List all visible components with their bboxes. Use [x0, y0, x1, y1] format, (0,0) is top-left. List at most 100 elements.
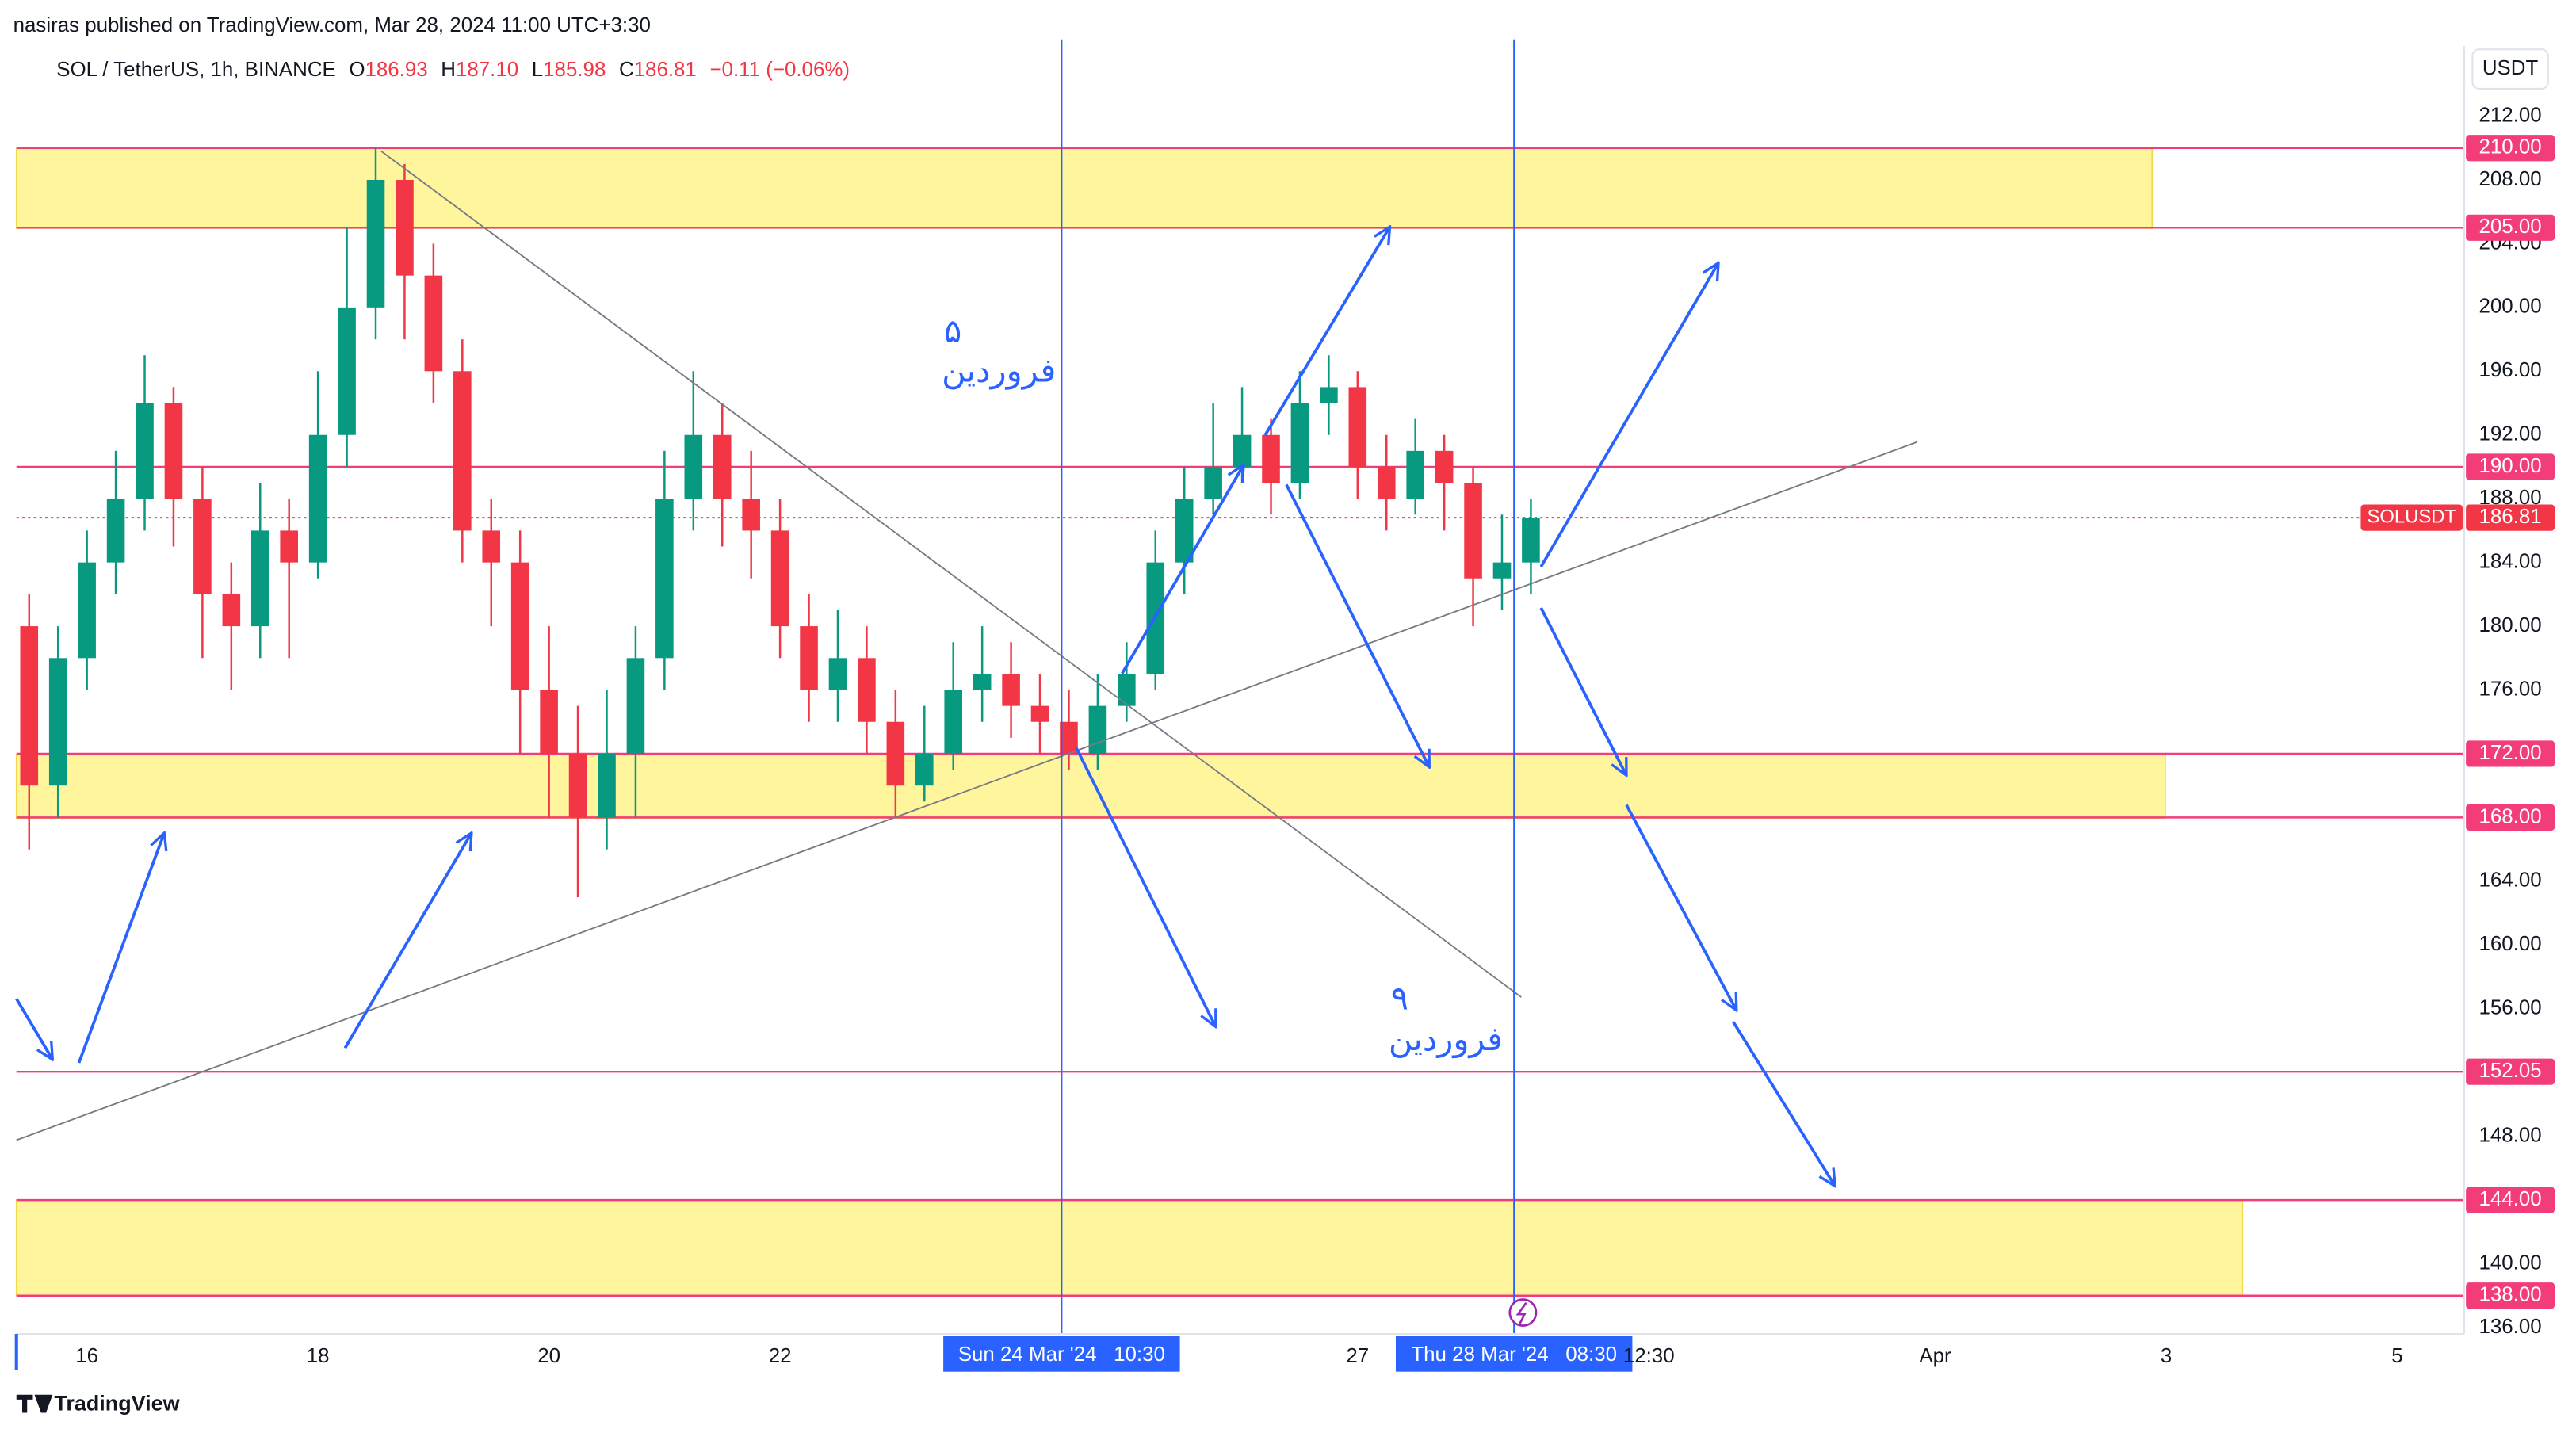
candle-body — [424, 275, 443, 372]
level-tag — [2466, 1282, 2555, 1309]
x-tick-label: 12:30 — [1623, 1345, 1675, 1367]
c-label: C — [619, 59, 634, 81]
legend: SOL / TetherUS, 1h, BINANCE O186.93 H187.1… — [28, 59, 866, 81]
level-label: 210.00 — [2479, 136, 2541, 159]
candle-body — [164, 403, 183, 499]
drawings — [16, 150, 1918, 1141]
change: −0.11 (−0.06%) — [709, 59, 850, 81]
candle-body — [510, 562, 529, 690]
currency: USDT — [2482, 57, 2539, 79]
high: 187.10 — [456, 59, 518, 81]
candle-body — [338, 307, 356, 435]
candle-body — [1377, 466, 1396, 499]
candle-body — [250, 530, 269, 627]
marker-label: Thu 28 Mar '24 08:30 — [1411, 1343, 1617, 1366]
candle-body — [1060, 721, 1078, 754]
y-tick-label: 208.00 — [2479, 168, 2541, 190]
x-tick-label: Apr — [1919, 1345, 1951, 1367]
y-tick-label: 184.00 — [2479, 550, 2541, 572]
candle-body — [136, 403, 154, 499]
candle-body — [193, 499, 212, 594]
candle-body — [1002, 674, 1020, 706]
candle-body — [828, 658, 847, 690]
level-tag — [2466, 1187, 2555, 1213]
candle-body — [742, 499, 760, 531]
x-tick-label: 27 — [1346, 1345, 1369, 1367]
zone — [15, 147, 2154, 229]
h-label: H — [441, 59, 456, 81]
candle-body — [626, 658, 645, 754]
zone — [15, 1199, 2244, 1297]
level-label: 205.00 — [2479, 216, 2541, 238]
marker-tag — [943, 1336, 1180, 1372]
brand: TradingView — [54, 1391, 179, 1415]
trend-line — [380, 150, 1522, 998]
x-tick-label: 22 — [769, 1345, 792, 1367]
level-tag — [2466, 804, 2555, 831]
arrow — [1625, 804, 1737, 1011]
level-label: 168.00 — [2479, 805, 2541, 827]
candle-body — [396, 179, 414, 276]
annotation: ۵ — [944, 312, 961, 350]
y-tick-label: 200.00 — [2479, 296, 2541, 318]
y-tick-label: 160.00 — [2479, 933, 2541, 955]
candle-body — [1118, 674, 1136, 706]
candle-body — [20, 626, 39, 786]
marker-label: Sun 24 Mar '24 10:30 — [958, 1343, 1165, 1366]
x-tick-label: 16 — [75, 1345, 98, 1367]
candle-body — [1522, 518, 1540, 563]
zone — [15, 753, 2166, 820]
open: 186.93 — [365, 59, 427, 81]
candle-body — [1348, 387, 1367, 467]
level-tag — [2466, 1058, 2555, 1085]
y-tick-label: 156.00 — [2479, 997, 2541, 1019]
candle-body — [1320, 387, 1338, 403]
o-label: O — [349, 59, 365, 81]
candle-body — [1435, 450, 1454, 483]
level-label: 144.00 — [2479, 1188, 2541, 1210]
candle-body — [222, 594, 241, 627]
arrow — [1074, 747, 1217, 1026]
x-tick-label: 5 — [2391, 1345, 2402, 1367]
candle-body — [1406, 450, 1424, 499]
candle-body — [366, 179, 385, 308]
level-tag — [2466, 214, 2555, 241]
candle-body — [1464, 483, 1482, 579]
candle-body — [713, 434, 732, 499]
arrow — [77, 833, 165, 1064]
candle-body — [1290, 403, 1309, 483]
candle-body — [1204, 466, 1222, 499]
candle-body — [78, 562, 96, 659]
l-label: L — [532, 59, 543, 81]
level-tag — [2466, 740, 2555, 767]
candle-body — [540, 690, 558, 754]
arrow — [1539, 607, 1626, 775]
annotation: ۹ — [1391, 979, 1408, 1017]
candle-body — [944, 690, 963, 754]
y-tick-label: 196.00 — [2479, 359, 2541, 381]
level-tag — [2466, 453, 2555, 480]
level-label: 138.00 — [2479, 1284, 2541, 1306]
arrow — [343, 833, 472, 1049]
candle-body — [915, 753, 934, 786]
x-tick-label: 3 — [2161, 1345, 2172, 1367]
event-icon[interactable] — [1508, 1298, 1538, 1328]
candle-body — [1175, 499, 1194, 563]
annotation: فروردین — [1389, 1020, 1503, 1058]
y-tick-label: 136.00 — [2479, 1316, 2541, 1338]
candle-body — [886, 721, 905, 786]
last-price-name-tag — [2360, 504, 2463, 531]
arrow — [1285, 483, 1429, 767]
candle-body — [655, 499, 674, 659]
y-tick-label: 212.00 — [2479, 104, 2541, 126]
close: 186.81 — [634, 59, 697, 81]
level-label: 190.00 — [2479, 455, 2541, 477]
currency-button[interactable] — [2471, 48, 2549, 90]
y-tick-label: 192.00 — [2479, 423, 2541, 445]
y-tick-label: 176.00 — [2479, 678, 2541, 700]
arrow — [15, 998, 53, 1060]
candle-body — [568, 753, 587, 818]
x-tick-label: 18 — [307, 1345, 330, 1367]
